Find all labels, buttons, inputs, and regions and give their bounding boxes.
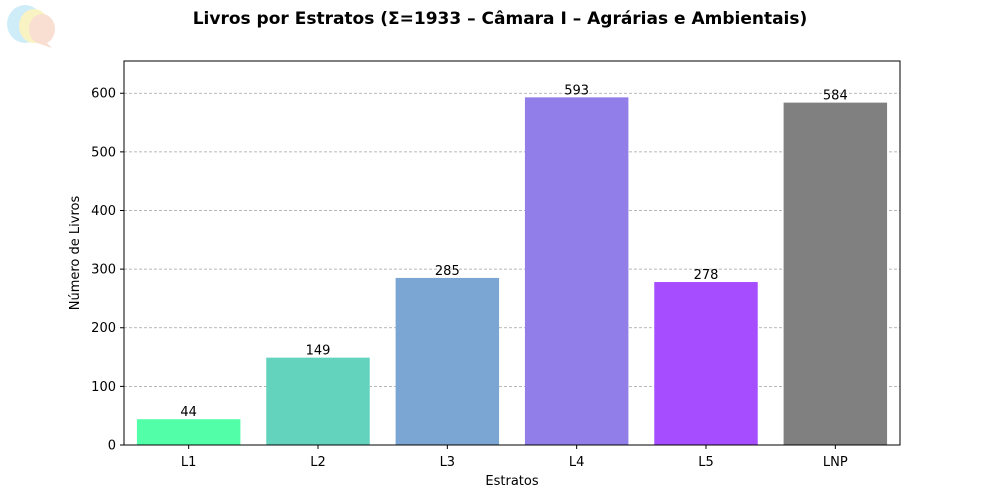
logo-bubble-tail [40,40,52,48]
x-axis: L1 L2 L3 L4 L5 LNP [181,445,848,470]
x-tick-label-l4: L4 [569,455,585,470]
bar-l3 [395,277,500,445]
x-tick-label-l2: L2 [310,455,326,470]
x-tick-label-l3: L3 [440,455,456,470]
bar-l1 [136,419,241,445]
x-tick-label-l1: L1 [181,455,197,470]
plot-frame [123,60,901,446]
y-axis-label: Número de Livros [68,196,83,311]
bars [136,97,888,446]
y-tick-label-0: 0 [108,439,116,454]
bar-lnp [783,102,888,446]
y-grid [124,92,900,387]
bar-l4 [524,97,629,446]
data-label-l4: 593 [564,83,589,98]
logo-icon [7,5,55,48]
y-tick-label-300: 300 [91,263,116,278]
data-label-lnp: 584 [823,89,848,104]
y-tick-label-600: 600 [91,87,116,102]
bar-l2 [266,357,370,445]
data-labels: 44 149 285 593 278 584 [180,83,847,420]
data-label-l5: 278 [694,268,719,283]
data-label-l1: 44 [180,405,197,420]
x-tick-label-lnp: LNP [823,455,848,470]
y-axis: 0 100 200 300 400 500 600 [91,87,124,454]
x-tick-label-l5: L5 [698,455,714,470]
y-tick-label-200: 200 [91,321,116,336]
bar-l5 [654,282,758,445]
y-tick-label-500: 500 [91,145,116,160]
y-tick-label-400: 400 [91,204,116,219]
y-tick-label-100: 100 [91,380,116,395]
logo-bubble-pink [29,14,55,44]
x-axis-label: Estratos [485,474,538,489]
data-label-l2: 149 [306,344,331,359]
chart-title: Livros por Estratos (Σ=1933 – Câmara I –… [193,9,808,29]
data-label-l3: 285 [435,264,460,279]
